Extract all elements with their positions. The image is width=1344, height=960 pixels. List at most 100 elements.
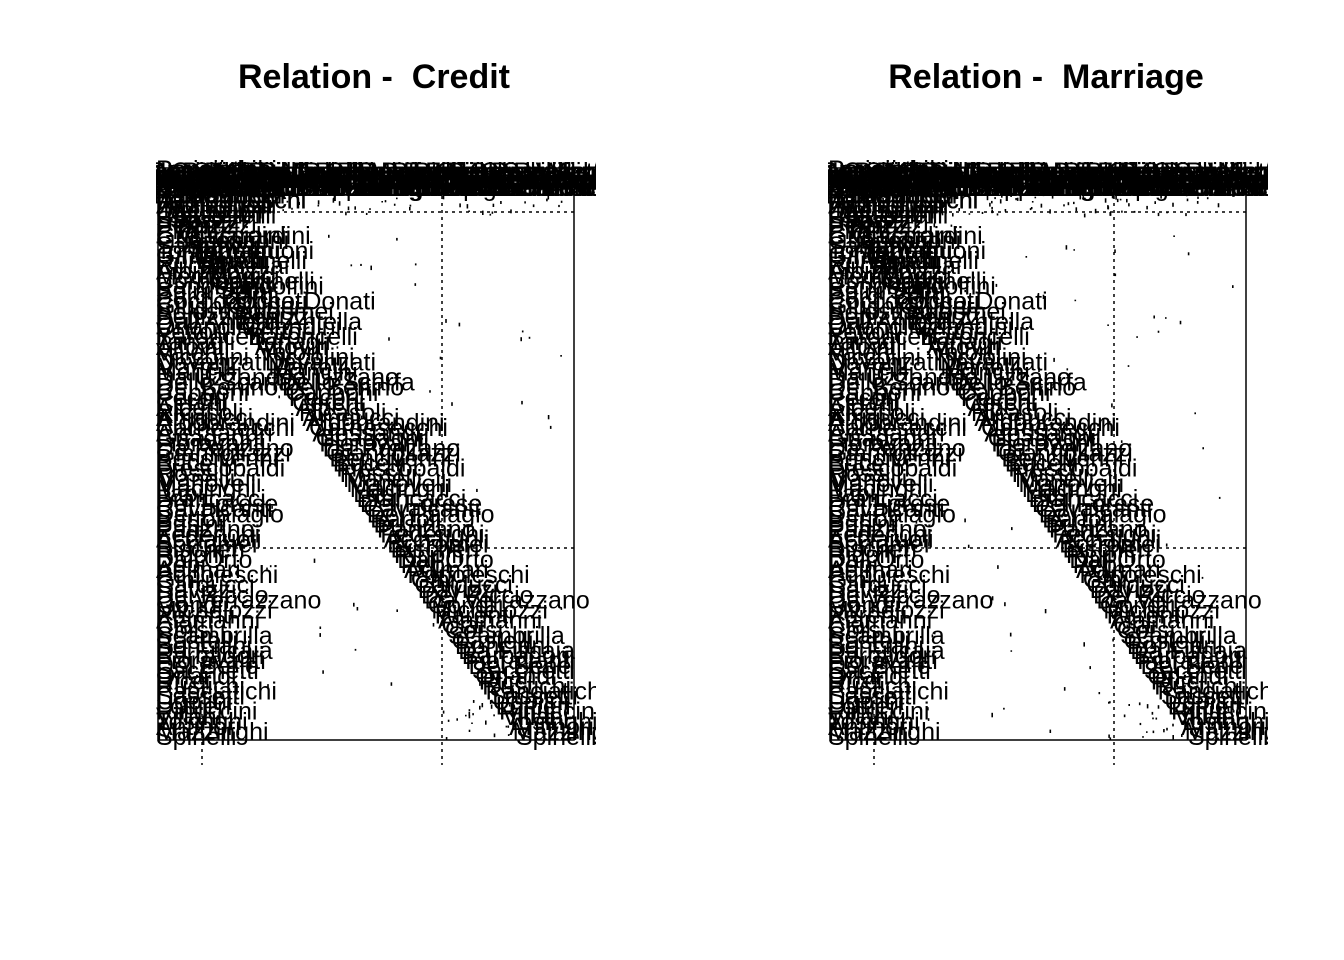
- column-label: Orlandi: [1178, 166, 1259, 194]
- tie-mark: [1228, 731, 1230, 736]
- diagonal-label: Peruzzi: [173, 212, 256, 240]
- diagonal-label: Bucelli: [1005, 450, 1079, 478]
- diagonal-label: Scambrilla: [448, 622, 565, 650]
- column-label: Ginori: [201, 174, 268, 202]
- tie-mark: [1001, 194, 1003, 198]
- diagonal-label: Carnesecchi: [981, 414, 1120, 442]
- row-label: Fioravanti: [828, 429, 938, 457]
- column-label: Bencivenni: [1020, 160, 1142, 186]
- tie-mark: [558, 204, 560, 208]
- tie-mark: [350, 264, 353, 267]
- diagonal-label: Adimari: [404, 556, 489, 584]
- column-label: Acciaiuoli: [1079, 166, 1185, 194]
- diagonal-label: Corbinelli: [211, 267, 315, 295]
- column-label: Alberti: [311, 174, 382, 202]
- diagonal-label: Dello Scarfa: [279, 369, 415, 397]
- column-label: Lamberteschi: [160, 160, 310, 186]
- row-label: Pecori: [828, 384, 899, 412]
- tie-mark: [1034, 196, 1037, 199]
- tie-mark: [510, 209, 512, 214]
- tie-mark: [916, 268, 919, 270]
- tie-mark: [476, 488, 478, 492]
- diagonal-label: Medici: [207, 262, 279, 290]
- diagonal-label: Alberti: [296, 394, 367, 422]
- diagonal-label: Guicciardini: [180, 222, 311, 250]
- tie-mark: [313, 558, 316, 563]
- tie-mark: [1211, 642, 1213, 644]
- tie-mark: [517, 601, 519, 605]
- tie-mark: [1031, 201, 1034, 203]
- column-label: Gini: [1108, 160, 1152, 186]
- column-label: Solosmei: [913, 166, 1016, 194]
- column-label: Panciatichi: [828, 160, 931, 186]
- diagonal-label: Davizzi: [1090, 576, 1171, 604]
- tie-mark: [960, 195, 962, 199]
- diagonal-label: Macinghi: [350, 475, 450, 503]
- row-label: Del Forese: [828, 490, 950, 518]
- row-label: Cavalcanti: [828, 495, 945, 523]
- tie-mark: [1011, 527, 1013, 531]
- row-label: Bartoli: [828, 505, 899, 533]
- diagonal-label: Gianfigliazzi: [998, 440, 1133, 468]
- tie-mark: [1107, 324, 1109, 326]
- tie-mark: [989, 202, 991, 207]
- tie-mark: [1109, 469, 1112, 474]
- tie-mark: [447, 719, 450, 722]
- column-label: Borromei: [1082, 174, 1183, 202]
- tie-mark: [429, 390, 431, 393]
- tie-mark: [1128, 704, 1130, 706]
- row-label: Lottieri: [156, 693, 231, 721]
- column-label: Adimari: [429, 166, 514, 194]
- column-label: Tanagli: [263, 166, 342, 194]
- column-label: Fioravanti: [495, 166, 596, 194]
- column-label: Del Riccio: [1119, 160, 1232, 186]
- tie-mark: [489, 213, 492, 216]
- column-label: Tornabuoni: [869, 166, 993, 194]
- column-label: Fioravanti: [1009, 160, 1119, 186]
- tie-mark: [250, 265, 253, 268]
- diagonal-label: Velluti: [156, 161, 206, 189]
- column-label: Villani: [536, 160, 596, 186]
- tie-mark: [1142, 626, 1144, 630]
- diagonal-label: Antinori: [509, 713, 594, 741]
- column-label: Pandolfini: [223, 174, 333, 202]
- tie-mark: [505, 725, 508, 728]
- row-label: Carnesecchi: [828, 414, 967, 442]
- tie-mark: [923, 656, 925, 659]
- diagonal-label: Niccolini: [934, 343, 1027, 371]
- tie-mark: [433, 192, 435, 195]
- tie-mark: [1087, 551, 1089, 556]
- row-label: Pecori: [156, 384, 227, 412]
- tie-mark: [317, 200, 320, 205]
- tie-mark: [224, 385, 226, 388]
- diagonal-label: Ridolfi: [1066, 541, 1135, 569]
- row-label: Ugolini: [156, 688, 232, 716]
- tie-mark: [1082, 196, 1085, 200]
- diagonal-label: Alamanni: [1110, 607, 1214, 635]
- row-label: Panzano: [156, 515, 255, 543]
- tie-mark: [1232, 195, 1234, 197]
- column-label: Borromei: [410, 174, 511, 202]
- diagonal-label: Lapi: [1025, 480, 1072, 508]
- column-label: Bartoli: [1064, 160, 1135, 186]
- column-label: Del Bene: [499, 174, 596, 202]
- diagonal-label: Giugni: [228, 293, 300, 321]
- row-label: Frescobaldi: [156, 455, 285, 483]
- row-label: Valori: [828, 338, 890, 366]
- row-label: Velluti: [828, 161, 895, 189]
- tie-mark: [1196, 201, 1199, 204]
- tie-mark: [1053, 357, 1055, 362]
- tie-mark: [376, 192, 379, 196]
- tie-mark: [1187, 252, 1190, 256]
- diagonal-label: Lamberteschi: [828, 186, 978, 214]
- tie-mark: [338, 201, 341, 206]
- diagonal-label: Arrigucci: [974, 404, 1071, 432]
- diagonal-label: Rondinelli: [197, 247, 307, 275]
- tie-mark: [915, 520, 918, 524]
- row-label: Dall'Antella: [156, 308, 280, 336]
- column-label: Panciatichi: [517, 166, 596, 194]
- diagonal-label: Ugolini: [492, 688, 568, 716]
- diagonal-label: Valori: [258, 338, 320, 366]
- row-label: Martelli: [828, 353, 909, 381]
- column-label: Rustichi: [1186, 160, 1269, 186]
